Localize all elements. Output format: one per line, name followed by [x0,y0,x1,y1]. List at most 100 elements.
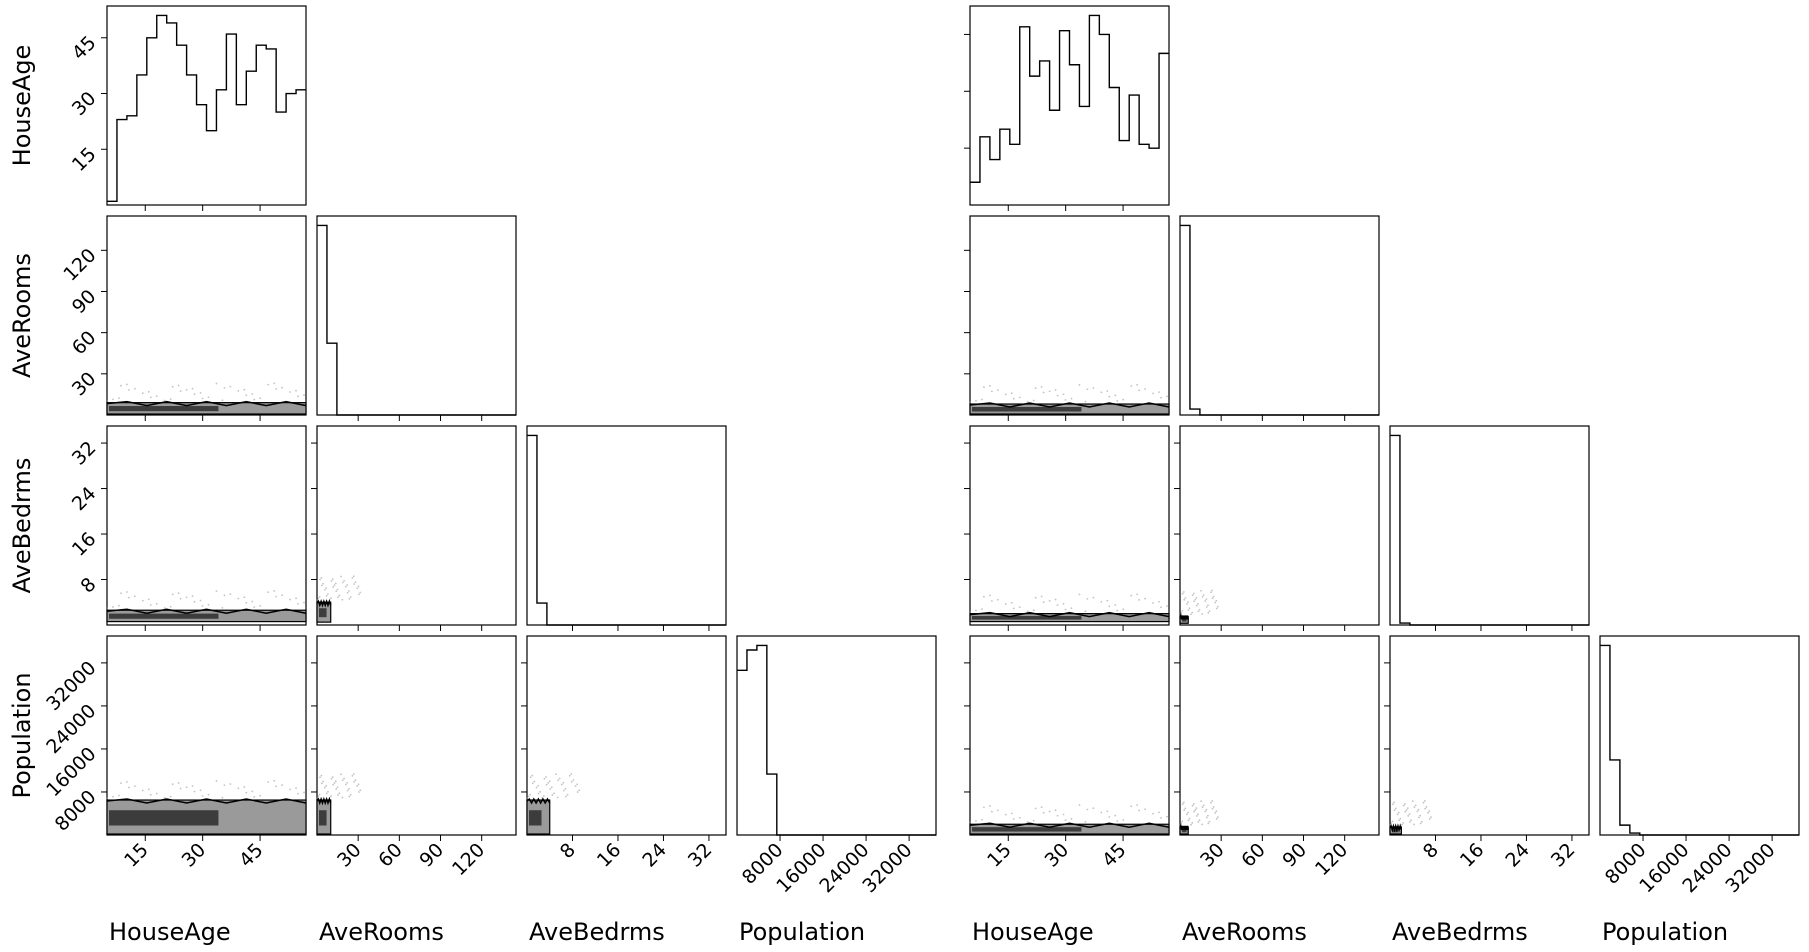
scatter-point [1158,391,1160,394]
scatter-point [253,398,256,401]
panel-frame [106,425,307,626]
contour-line [1179,823,1189,831]
scatter-point [1195,815,1198,817]
scatter-point [969,610,971,613]
scatter-point [335,590,338,593]
scatter-point [163,607,166,609]
scatter-point [141,392,144,394]
scatter-point [1032,399,1035,402]
scatter-point [243,388,246,391]
scatter-point [1418,816,1420,819]
scatter-point [330,597,332,600]
scatter-point [349,596,352,598]
scatter-point [1026,610,1029,613]
scatter-point [171,783,174,786]
x-axis-label-houseage: HouseAge [109,918,231,946]
scatter-point [330,777,333,780]
y-tick-label: 24 [68,483,101,516]
scatter-point [106,607,108,610]
panel-frame [316,215,517,416]
scatter-point [1191,804,1194,807]
scatter-point [223,594,226,597]
scatter-point [1394,807,1397,810]
scatter-point [207,396,210,399]
scatter-point [990,600,993,602]
scatter-point [1402,804,1405,807]
scatter-point [1084,400,1087,403]
scatter-point [1042,391,1045,394]
scatter-point [149,604,152,606]
contour-line [969,611,1170,618]
scatter-point [201,605,204,607]
scatter-point [251,790,254,793]
x-tick-label: 32000 [858,839,916,897]
scatter-point [1425,806,1428,808]
scatter-point [353,583,356,585]
scatter-point [1114,604,1117,606]
scatter-point [1078,804,1081,807]
scatter-point [1004,603,1007,605]
scatter-point [1406,807,1409,810]
scatter-point [334,780,337,783]
scatter-point [572,779,575,781]
scatter-point [325,587,328,589]
density-core [972,407,1082,412]
scatter-point [251,600,254,603]
scatter-point [199,789,202,792]
scatter-point [273,590,276,592]
scatter-point [357,585,360,588]
scatter-point [106,399,108,402]
scatter-point [1205,598,1208,601]
scatter-point [155,395,158,398]
scatter-point [346,789,349,792]
scatter-point [1430,816,1432,819]
scatter-point [550,786,553,789]
scatter-point [560,783,563,786]
scatter-point [1078,593,1081,596]
scatter-point [333,584,336,587]
scatter-point [332,783,335,786]
scatter-point [990,390,993,393]
scatter-point [127,389,130,391]
scatter-point [1208,820,1211,823]
scatter-point [357,783,360,786]
y-axis-label-avebedrms: AveBedrms [8,458,36,594]
scatter-point [348,795,351,798]
scatter-point [1054,389,1057,391]
y-tick-label: 30 [68,87,101,120]
scatter-point [1200,589,1202,592]
scatter-point [576,791,579,793]
scatter-point [325,594,328,597]
scatter-point [316,599,318,602]
scatter-point [325,784,328,787]
x-axis-label-houseage: HouseAge [972,918,1094,946]
x-tick-label: 8 [1419,839,1443,863]
panel-left-population-vs-averooms: 30 60 90 120 [311,635,517,880]
scatter-point [127,786,130,789]
scatter-point [1201,613,1204,615]
y-tick-label: 45 [68,32,101,65]
scatter-point [1201,595,1204,598]
y-tick-label: 90 [68,285,101,318]
scatter-point [1070,397,1073,400]
scatter-point [548,780,551,783]
scatter-point [1413,823,1415,826]
scatter-point [1012,607,1015,610]
scatter-point [981,608,983,611]
x-tick-label: 32000 [1721,839,1779,897]
scatter-point [118,397,120,400]
scatter-point [273,779,276,782]
scatter-point [259,397,262,400]
x-tick-label: 90 [415,839,448,872]
scatter-point [1215,607,1218,610]
x-axis-label-averooms: AveRooms [319,918,444,946]
scatter-point [1032,609,1035,612]
scatter-point [1428,810,1431,813]
contour-line [1179,612,1189,620]
scatter-point [1166,815,1168,818]
scatter-point [1048,810,1051,813]
panel-left-averooms-vs-averooms [316,215,517,421]
scatter-point [1092,807,1095,810]
scatter-point [1010,812,1013,815]
scatter-point [337,794,339,796]
